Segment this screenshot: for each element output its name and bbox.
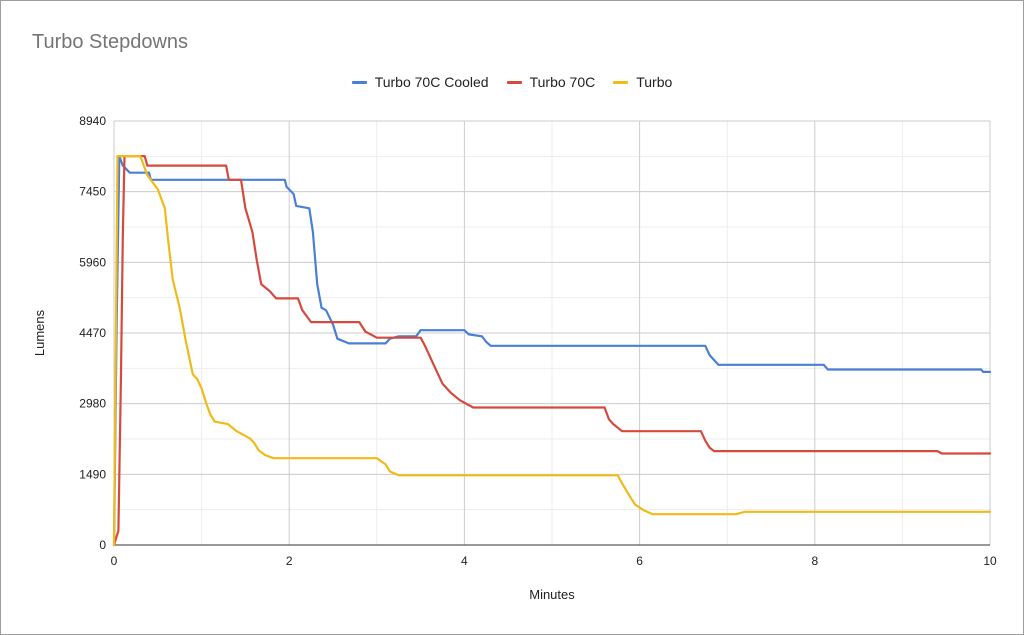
legend-item-turbo[interactable]: Turbo xyxy=(613,74,672,90)
y-tick-label: 8940 xyxy=(79,114,106,128)
legend-label-turbo: Turbo xyxy=(636,74,673,90)
x-tick-label: 6 xyxy=(636,554,643,568)
legend-label-turbo-70c-cooled: Turbo 70C Cooled xyxy=(374,74,489,90)
x-tick-label: 2 xyxy=(286,554,293,568)
chart-title: Turbo Stepdowns xyxy=(32,31,189,53)
x-tick-label: 4 xyxy=(461,554,468,568)
legend-item-turbo-70c[interactable]: Turbo 70C xyxy=(506,74,596,90)
legend-swatch-turbo-70c-cooled xyxy=(351,80,367,84)
tick-labels: 0 2 4 6 8 10 0 1490 2980 4470 5960 7450 8940 xyxy=(79,114,997,568)
y-tick-label: 5960 xyxy=(79,255,106,269)
series-line-turbo-70c[interactable] xyxy=(112,155,992,547)
x-tick-label: 8 xyxy=(811,554,818,568)
y-axis-label: Lumens xyxy=(32,309,47,356)
legend-swatch-turbo-70c xyxy=(506,80,522,84)
series-line-turbo-70c-cooled[interactable] xyxy=(112,155,992,547)
x-tick-label: 0 xyxy=(111,554,118,568)
y-tick-label: 0 xyxy=(99,538,106,552)
y-tick-label: 7450 xyxy=(79,185,106,199)
y-tick-label: 4470 xyxy=(79,326,106,340)
legend-swatch-turbo xyxy=(613,80,629,84)
series-lines xyxy=(112,155,992,547)
y-tick-label: 1490 xyxy=(79,467,106,481)
x-tick-label: 10 xyxy=(983,554,997,568)
x-axis-label: Minutes xyxy=(529,587,575,602)
legend-label-turbo-70c: Turbo 70C xyxy=(529,74,596,90)
legend: Turbo 70C Cooled Turbo 70C Turbo xyxy=(0,74,1024,90)
legend-item-turbo-70c-cooled[interactable]: Turbo 70C Cooled xyxy=(351,74,489,90)
series-line-turbo[interactable] xyxy=(112,155,992,547)
y-tick-label: 2980 xyxy=(79,397,106,411)
